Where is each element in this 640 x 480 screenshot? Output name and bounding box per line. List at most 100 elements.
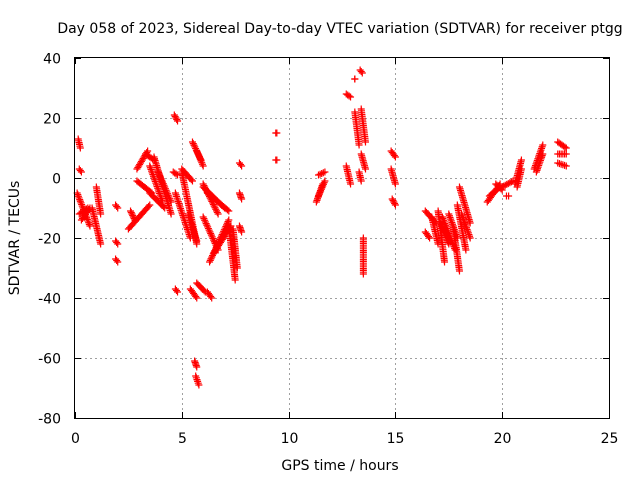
data-point — [206, 256, 214, 264]
data-point — [76, 197, 84, 205]
data-point — [233, 264, 241, 272]
data-point — [161, 185, 169, 193]
data-point — [203, 221, 211, 229]
data-point — [151, 177, 159, 185]
data-point — [198, 160, 206, 168]
data-point — [84, 217, 92, 225]
data-point — [188, 138, 196, 146]
data-point — [345, 92, 353, 100]
data-point — [170, 111, 178, 119]
data-point — [389, 197, 397, 204]
x-tick-label: 20 — [494, 431, 512, 447]
data-point — [425, 233, 433, 240]
data-point — [441, 220, 449, 228]
data-point — [159, 180, 167, 188]
data-point — [561, 143, 569, 151]
data-point — [225, 207, 233, 215]
data-point — [171, 113, 179, 120]
data-point — [128, 210, 136, 218]
data-point — [517, 165, 525, 173]
data-point — [114, 258, 122, 266]
data-point — [223, 206, 231, 214]
data-point — [238, 162, 246, 170]
data-point — [149, 172, 157, 180]
data-point — [205, 226, 213, 234]
data-point — [207, 255, 215, 263]
data-point — [156, 171, 164, 179]
data-point — [174, 117, 182, 125]
data-point — [76, 167, 84, 174]
data-point — [159, 178, 167, 186]
data-point — [355, 141, 363, 149]
data-point — [97, 210, 105, 218]
data-point — [501, 181, 509, 189]
data-point — [156, 173, 164, 181]
grid-lines — [75, 58, 609, 418]
data-point — [114, 240, 122, 248]
data-point — [214, 210, 222, 218]
data-point — [146, 201, 154, 209]
data-point — [200, 215, 208, 223]
data-point — [193, 237, 201, 245]
data-point — [195, 381, 203, 389]
data-points — [73, 66, 570, 389]
data-point — [193, 147, 201, 155]
data-point — [85, 220, 93, 228]
data-point — [462, 222, 470, 230]
data-point — [238, 228, 246, 236]
data-point — [193, 294, 201, 302]
data-point — [202, 220, 210, 228]
data-point — [211, 204, 219, 212]
data-point — [113, 257, 121, 264]
data-point — [113, 239, 121, 246]
data-point — [193, 149, 201, 157]
data-point — [273, 156, 281, 164]
data-point — [358, 69, 366, 77]
data-point — [167, 198, 175, 206]
data-point — [127, 209, 135, 216]
data-point — [390, 198, 398, 206]
data-point — [391, 201, 399, 209]
data-point — [148, 169, 156, 177]
data-point — [207, 293, 215, 300]
data-point — [200, 287, 208, 295]
data-point — [204, 223, 212, 231]
data-point — [238, 195, 246, 203]
data-point — [113, 203, 121, 210]
data-point — [351, 75, 359, 83]
data-point — [458, 212, 466, 220]
data-point — [447, 217, 455, 225]
data-point — [173, 116, 181, 123]
data-point — [462, 224, 470, 232]
data-point — [192, 293, 200, 300]
data-point — [159, 203, 167, 211]
x-tick-label: 25 — [601, 431, 619, 447]
data-point — [426, 234, 434, 242]
data-point — [498, 183, 506, 191]
data-point — [505, 192, 513, 200]
data-point — [172, 170, 180, 178]
y-tick-label: -40 — [38, 292, 61, 308]
data-point — [315, 192, 323, 200]
data-point — [459, 213, 467, 221]
data-point — [361, 165, 369, 173]
data-point — [464, 227, 472, 235]
data-point — [447, 215, 455, 223]
data-point — [442, 223, 450, 231]
data-point — [85, 219, 93, 227]
data-point — [208, 253, 216, 261]
data-point — [76, 196, 84, 204]
data-point — [166, 196, 174, 204]
data-point — [388, 195, 396, 203]
data-point — [191, 143, 199, 151]
data-point — [154, 168, 162, 176]
data-point — [361, 138, 369, 146]
data-point — [438, 213, 446, 221]
data-point — [204, 225, 212, 233]
data-point — [208, 294, 216, 302]
data-point — [321, 168, 329, 176]
data-point — [347, 93, 355, 101]
data-point — [465, 231, 473, 239]
data-point — [149, 171, 157, 179]
